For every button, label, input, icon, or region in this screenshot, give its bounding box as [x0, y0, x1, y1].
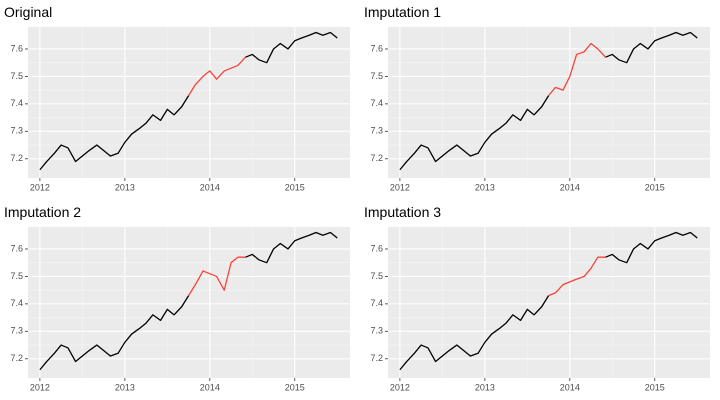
- x-tick-label: 2012: [390, 382, 410, 392]
- series-line: [548, 42, 606, 97]
- x-tick-label: 2014: [200, 382, 220, 392]
- x-tick-label: 2014: [560, 382, 580, 392]
- series-line: [188, 256, 246, 296]
- x-tick-label: 2015: [645, 182, 665, 192]
- x-tick-label: 2013: [475, 182, 495, 192]
- x-tick-label: 2013: [475, 382, 495, 392]
- y-tick-label: 7.4: [370, 98, 383, 108]
- panel-title: Imputation 3: [364, 204, 441, 220]
- y-tick-label: 7.5: [370, 271, 383, 281]
- y-tick-label: 7.3: [370, 126, 383, 136]
- plot-background: [28, 27, 350, 178]
- x-tick-label: 2014: [200, 182, 220, 192]
- series-line: [399, 231, 698, 371]
- y-tick-label: 7.5: [10, 71, 23, 81]
- y-tick-label: 7.2: [10, 153, 23, 163]
- panel-title: Original: [4, 4, 52, 20]
- y-tick-label: 7.2: [370, 153, 383, 163]
- x-tick-label: 2015: [285, 182, 305, 192]
- y-tick-label: 7.2: [10, 353, 23, 363]
- plot-background: [388, 27, 710, 178]
- y-tick-label: 7.5: [370, 71, 383, 81]
- plot-background: [388, 227, 710, 378]
- series-line: [39, 31, 338, 171]
- y-tick-label: 7.2: [370, 353, 383, 363]
- series-line: [188, 56, 246, 96]
- y-tick-label: 7.6: [10, 243, 23, 253]
- y-tick-label: 7.5: [10, 271, 23, 281]
- y-tick-label: 7.6: [10, 43, 23, 53]
- panel-title: Imputation 1: [364, 4, 441, 20]
- series-line: [39, 231, 338, 371]
- y-tick-label: 7.4: [370, 298, 383, 308]
- y-tick-label: 7.3: [370, 326, 383, 336]
- x-tick-label: 2012: [390, 182, 410, 192]
- x-tick-label: 2013: [115, 182, 135, 192]
- x-tick-label: 2013: [115, 382, 135, 392]
- series-line: [548, 256, 606, 297]
- y-tick-label: 7.4: [10, 98, 23, 108]
- x-tick-label: 2015: [285, 382, 305, 392]
- y-tick-label: 7.4: [10, 298, 23, 308]
- series-line: [399, 31, 698, 171]
- x-tick-label: 2014: [560, 182, 580, 192]
- plot-background: [28, 227, 350, 378]
- x-tick-label: 2012: [30, 182, 50, 192]
- y-tick-label: 7.6: [370, 43, 383, 53]
- y-tick-label: 7.3: [10, 126, 23, 136]
- x-tick-label: 2012: [30, 382, 50, 392]
- x-tick-label: 2015: [645, 382, 665, 392]
- y-tick-label: 7.6: [370, 243, 383, 253]
- panel-title: Imputation 2: [4, 204, 81, 220]
- y-tick-label: 7.3: [10, 326, 23, 336]
